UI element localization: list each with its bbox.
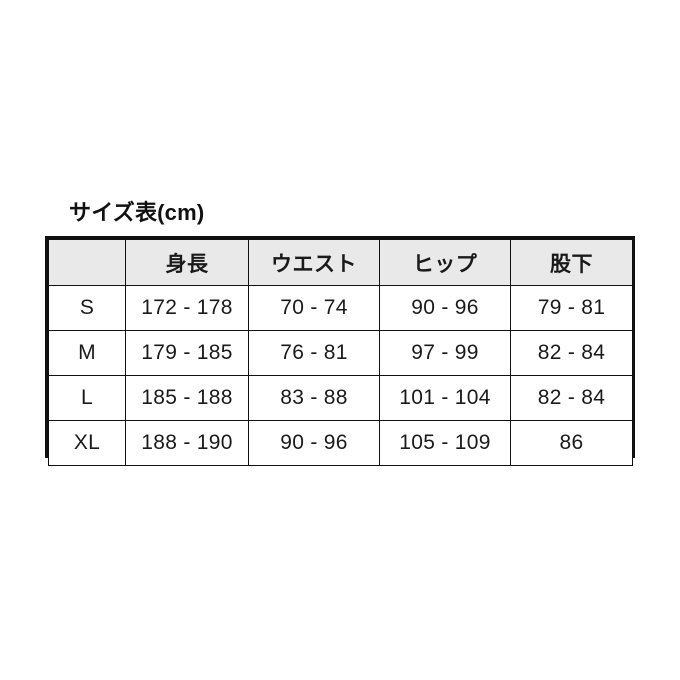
table-corner-cell [48, 239, 126, 286]
cell-hip: 97 - 99 [379, 330, 511, 376]
row-size-label: M [48, 330, 126, 376]
table-row: S 172 - 178 70 - 74 90 - 96 79 - 81 [48, 285, 633, 331]
cell-inseam: 82 - 84 [510, 375, 633, 421]
table-header-row: 身長 ウエスト ヒップ 股下 [48, 239, 633, 286]
column-header-waist: ウエスト [248, 239, 380, 286]
cell-height: 179 - 185 [125, 330, 249, 376]
column-header-height: 身長 [125, 239, 249, 286]
cell-height: 185 - 188 [125, 375, 249, 421]
cell-waist: 70 - 74 [248, 285, 380, 331]
cell-waist: 90 - 96 [248, 420, 380, 466]
cell-waist: 76 - 81 [248, 330, 380, 376]
table-body: S 172 - 178 70 - 74 90 - 96 79 - 81 M 17… [48, 285, 633, 466]
size-chart-table-container: 身長 ウエスト ヒップ 股下 S 172 - 178 70 - 74 90 - … [45, 236, 635, 466]
cell-inseam: 86 [510, 420, 633, 466]
cell-inseam: 79 - 81 [510, 285, 633, 331]
column-header-hip: ヒップ [379, 239, 511, 286]
cell-hip: 90 - 96 [379, 285, 511, 331]
table-row: XL 188 - 190 90 - 96 105 - 109 86 [48, 420, 633, 466]
cell-hip: 105 - 109 [379, 420, 511, 466]
cell-inseam: 82 - 84 [510, 330, 633, 376]
table-row: L 185 - 188 83 - 88 101 - 104 82 - 84 [48, 375, 633, 421]
cell-hip: 101 - 104 [379, 375, 511, 421]
table-row: M 179 - 185 76 - 81 97 - 99 82 - 84 [48, 330, 633, 376]
row-size-label: L [48, 375, 126, 421]
size-chart-table: 身長 ウエスト ヒップ 股下 S 172 - 178 70 - 74 90 - … [48, 239, 633, 466]
table-header: 身長 ウエスト ヒップ 股下 [48, 239, 633, 286]
cell-waist: 83 - 88 [248, 375, 380, 421]
row-size-label: S [48, 285, 126, 331]
cell-height: 188 - 190 [125, 420, 249, 466]
row-size-label: XL [48, 420, 126, 466]
cell-height: 172 - 178 [125, 285, 249, 331]
column-header-inseam: 股下 [510, 239, 633, 286]
page-title: サイズ表(cm) [69, 200, 205, 225]
